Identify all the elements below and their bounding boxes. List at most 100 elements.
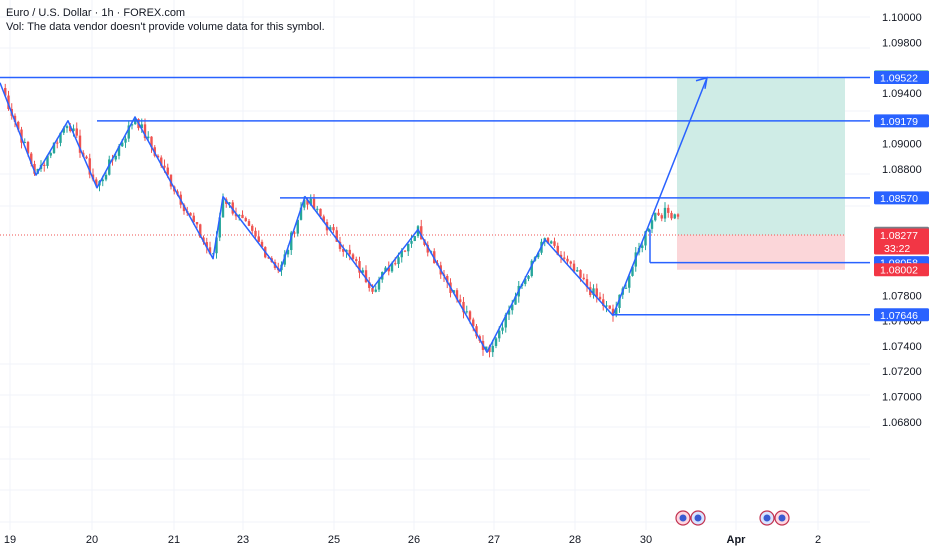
candle-body — [530, 260, 533, 276]
candle-body — [215, 237, 218, 254]
candle-body — [30, 153, 33, 164]
candle-body — [368, 282, 371, 288]
candle-body — [254, 230, 257, 237]
candle-body — [498, 330, 501, 339]
candle-body — [559, 254, 563, 258]
candle-body — [95, 179, 98, 186]
candle-body — [121, 142, 124, 147]
candle-body — [65, 126, 69, 129]
price-tick: 1.08800 — [882, 164, 922, 176]
price-tick: 1.09000 — [882, 139, 922, 151]
candle-body — [546, 238, 550, 244]
symbol-title[interactable]: Euro / U.S. Dollar · 1h · FOREX.com — [6, 7, 186, 19]
candle-body — [361, 270, 364, 273]
candle-body — [472, 319, 475, 327]
candle-body — [241, 214, 244, 219]
drawings[interactable] — [0, 76, 870, 353]
candle-body — [663, 207, 667, 219]
candle-body — [169, 174, 173, 187]
candle-body — [491, 345, 494, 353]
candle-body — [108, 159, 111, 175]
event-flag-dot — [778, 514, 786, 522]
candle-body — [504, 314, 507, 328]
price-tick: 1.09400 — [882, 88, 922, 100]
candle-body — [335, 230, 338, 242]
candle-body — [582, 277, 585, 280]
candle-body — [641, 245, 644, 248]
candle-body — [514, 296, 517, 305]
candle-body — [332, 227, 335, 231]
candle-body — [192, 215, 195, 222]
candle-body — [618, 294, 621, 308]
candle-body — [316, 208, 319, 210]
candle-body — [400, 250, 403, 258]
candle-body — [52, 142, 56, 154]
candle-body — [160, 157, 163, 166]
price-tick: 1.07400 — [882, 341, 922, 353]
candle-body — [247, 221, 251, 226]
candle-body — [364, 270, 368, 283]
candle-body — [218, 217, 221, 238]
candle-body — [124, 138, 127, 143]
candle-body — [88, 158, 91, 175]
candle-body — [670, 212, 673, 219]
candle-body — [377, 279, 381, 290]
candle-body — [494, 338, 498, 346]
candle-body — [117, 146, 121, 156]
candle-body — [611, 308, 615, 316]
price-axis[interactable]: 1.10000 1.09800 1.09400 1.09000 1.08800 1.078… — [874, 12, 929, 429]
candle-body — [465, 311, 468, 313]
candle-body — [351, 254, 355, 260]
economic-events[interactable] — [675, 510, 790, 526]
price-tag — [874, 308, 929, 322]
candle-body — [104, 174, 108, 180]
candle-body — [673, 214, 676, 219]
candle-body — [257, 236, 260, 242]
candle-body — [62, 128, 65, 133]
candle-body — [7, 95, 10, 109]
candle-body — [585, 279, 589, 288]
candle-body — [182, 204, 186, 212]
candle-body — [647, 228, 650, 232]
candle-body — [592, 288, 595, 295]
price-tag-label: 1.08002 — [880, 265, 918, 277]
position-zones — [0, 76, 845, 270]
candle-body — [43, 164, 46, 166]
time-axis[interactable]: 19 20 21 23 25 26 27 28 30 Apr 2 — [4, 534, 821, 546]
time-tick: 28 — [569, 534, 581, 546]
candle-body — [595, 288, 598, 297]
candle-body — [143, 124, 147, 139]
candle-body — [202, 237, 205, 243]
candle-body — [329, 227, 332, 231]
candle-body — [410, 240, 413, 244]
candle-body — [150, 136, 153, 148]
candle-body — [85, 156, 88, 159]
price-tag-label: 1.08570 — [880, 193, 918, 205]
candle-body — [114, 155, 117, 160]
price-tag — [874, 191, 929, 205]
price-tag — [874, 228, 929, 255]
price-tick: 1.07000 — [882, 392, 922, 404]
time-tick: Apr — [727, 534, 747, 546]
candle-body — [576, 270, 579, 272]
candle-body — [608, 305, 611, 309]
time-tick: 19 — [4, 534, 16, 546]
candle-body — [397, 257, 400, 265]
candle-body — [348, 249, 351, 255]
candle-body — [166, 167, 169, 175]
candle-body — [387, 267, 390, 272]
time-tick: 21 — [168, 534, 180, 546]
price-tick: 1.06800 — [882, 417, 922, 429]
candle-body — [208, 247, 212, 254]
candle-body — [260, 241, 264, 248]
candle-body — [127, 125, 130, 139]
candle-body — [654, 212, 657, 221]
candle-body — [602, 299, 605, 306]
grid — [0, 0, 870, 530]
candle-body — [228, 202, 231, 204]
time-tick: 2 — [815, 534, 821, 546]
candle-body — [358, 261, 361, 273]
candle-body — [394, 263, 397, 265]
countdown-label: 33:22 — [884, 243, 910, 255]
